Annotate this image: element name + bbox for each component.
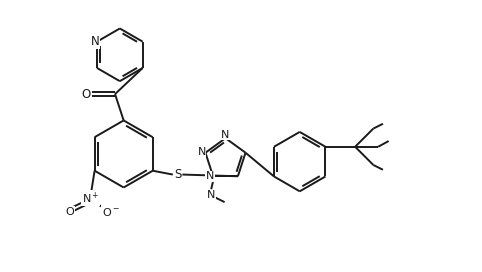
Text: N: N <box>221 130 230 140</box>
Text: N: N <box>207 190 215 200</box>
Text: O: O <box>66 207 74 217</box>
Text: S: S <box>174 168 181 181</box>
Text: O: O <box>81 88 91 101</box>
Text: N: N <box>91 35 99 48</box>
Text: N: N <box>198 147 206 157</box>
Text: O$^-$: O$^-$ <box>102 206 120 218</box>
Text: N: N <box>206 171 214 181</box>
Text: N$^+$: N$^+$ <box>82 190 100 206</box>
